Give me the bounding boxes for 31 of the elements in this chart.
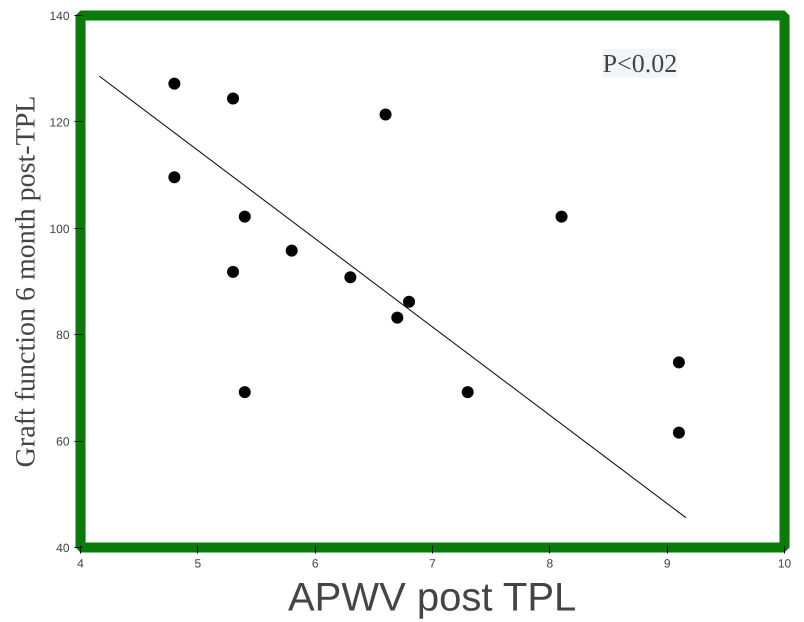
point — [380, 108, 392, 120]
point — [238, 386, 251, 398]
x-tick-label: 9 — [664, 556, 671, 570]
point — [672, 426, 685, 439]
y-tick-label: 140 — [49, 9, 70, 23]
point — [344, 271, 356, 284]
x-tick-label: 8 — [546, 556, 554, 570]
point — [168, 171, 180, 184]
y-tick-label: 120 — [49, 115, 70, 130]
x-tick-label: 6 — [312, 556, 319, 570]
x-tick-label: 5 — [194, 556, 202, 570]
point — [286, 244, 298, 257]
point — [227, 92, 240, 104]
y-tick-label: 80 — [56, 328, 70, 342]
x-axis-title: APWV post TPL — [288, 576, 576, 620]
x-tick-label: 10 — [778, 556, 792, 570]
point — [556, 210, 568, 223]
annotation: P<0.02 — [602, 48, 678, 78]
point — [403, 296, 416, 308]
point — [168, 78, 180, 90]
point — [238, 210, 251, 223]
y-tick-label: 40 — [56, 541, 70, 555]
point — [391, 312, 404, 324]
y-axis-title: Graft function 6 month post-TPL — [10, 96, 42, 468]
point — [227, 266, 240, 278]
point — [672, 356, 685, 368]
x-tick-label: 7 — [429, 556, 436, 570]
y-tick-label: 60 — [56, 434, 70, 449]
y-tick-label: 100 — [49, 222, 70, 236]
point — [462, 386, 474, 398]
x-tick-label: 4 — [77, 556, 84, 570]
